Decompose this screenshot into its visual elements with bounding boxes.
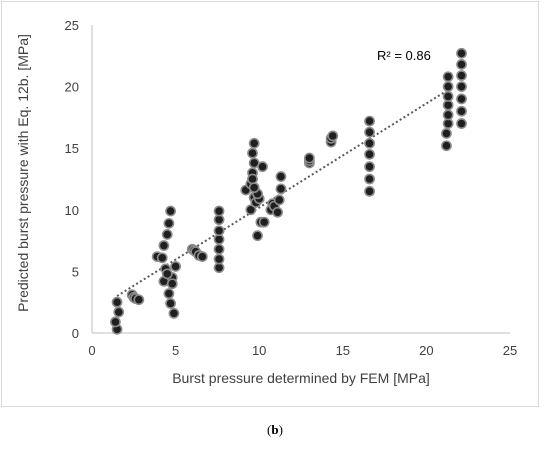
- data-point: [166, 278, 178, 290]
- data-point: [272, 206, 283, 218]
- data-point: [111, 296, 123, 308]
- data-point: [165, 298, 176, 309]
- y-tick-label: 0: [72, 326, 79, 341]
- data-point: [364, 148, 375, 160]
- data-point: [196, 251, 208, 263]
- data-point: [213, 225, 225, 237]
- x-tick-label: 10: [252, 343, 266, 358]
- data-point: [163, 217, 175, 229]
- data-point: [252, 230, 263, 242]
- y-tick-label: 20: [65, 80, 79, 95]
- data-point: [456, 81, 467, 92]
- x-tick-label: 5: [172, 343, 179, 358]
- data-point: [161, 268, 173, 280]
- data-point: [213, 262, 225, 274]
- data-point: [442, 118, 454, 129]
- y-tick-label: 15: [65, 141, 79, 156]
- data-point: [442, 109, 454, 121]
- data-point: [163, 288, 175, 299]
- x-axis-title: Burst pressure determined by FEM [MPa]: [172, 370, 430, 386]
- data-point: [364, 161, 375, 173]
- x-tick-label: 25: [503, 343, 517, 358]
- data-point: [170, 261, 181, 272]
- caption-letter: b: [271, 422, 279, 437]
- data-point: [456, 118, 467, 129]
- data-point: [456, 105, 467, 117]
- y-tick-label: 5: [72, 264, 79, 279]
- data-point: [364, 115, 375, 127]
- data-point: [456, 59, 467, 70]
- data-point: [257, 161, 268, 173]
- data-point: [364, 126, 375, 138]
- data-point: [364, 137, 375, 149]
- data-point: [456, 93, 467, 105]
- data-point: [456, 47, 467, 59]
- data-point: [303, 152, 315, 164]
- y-tick-label: 10: [65, 203, 79, 218]
- data-point: [275, 183, 287, 195]
- data-point: [110, 316, 121, 328]
- data-point: [247, 147, 258, 159]
- data-point: [442, 71, 454, 83]
- data-point: [213, 233, 225, 245]
- y-tick-label: 25: [65, 18, 79, 33]
- caption-open: (: [267, 422, 272, 437]
- data-point: [456, 70, 467, 81]
- data-point: [441, 140, 452, 152]
- data-point: [165, 205, 176, 217]
- data-point: [213, 205, 225, 217]
- data-point: [245, 204, 257, 216]
- data-point: [161, 229, 173, 240]
- y-axis-title: Predicted burst pressure with Eq. 12b. […: [15, 34, 31, 312]
- axes: 0 5 10 15 20 25 0 5 10 15 20 25: [65, 18, 518, 358]
- figure-caption: (b): [0, 422, 550, 438]
- data-point: [158, 240, 170, 251]
- x-tick-label: 15: [336, 343, 350, 358]
- r-squared-annotation: R² = 0.86: [377, 48, 431, 63]
- data-point: [248, 137, 260, 149]
- caption-close: ): [278, 422, 283, 437]
- data-point: [213, 243, 225, 255]
- data-point: [213, 253, 225, 265]
- points-group: [110, 47, 467, 335]
- data-point: [113, 306, 125, 318]
- data-point: [213, 214, 225, 226]
- data-point: [247, 173, 258, 185]
- data-point: [442, 91, 454, 102]
- data-point: [442, 99, 454, 111]
- data-point: [248, 182, 260, 194]
- x-tick-label: 0: [88, 343, 95, 358]
- data-point: [327, 130, 339, 142]
- data-point: [364, 173, 375, 185]
- data-point: [275, 171, 287, 182]
- x-tick-label: 20: [419, 343, 433, 358]
- data-point: [273, 194, 285, 206]
- data-point: [442, 81, 454, 92]
- data-point: [168, 307, 180, 319]
- data-point: [156, 252, 168, 264]
- data-point: [364, 185, 375, 197]
- data-point: [133, 294, 145, 306]
- data-point: [441, 128, 452, 139]
- chart-frame: [1, 1, 539, 407]
- scatter-chart: 0 5 10 15 20 25 0 5 10 15 20 25 R² = 0.86 Burst pre…: [15, 18, 518, 386]
- data-point: [258, 216, 270, 228]
